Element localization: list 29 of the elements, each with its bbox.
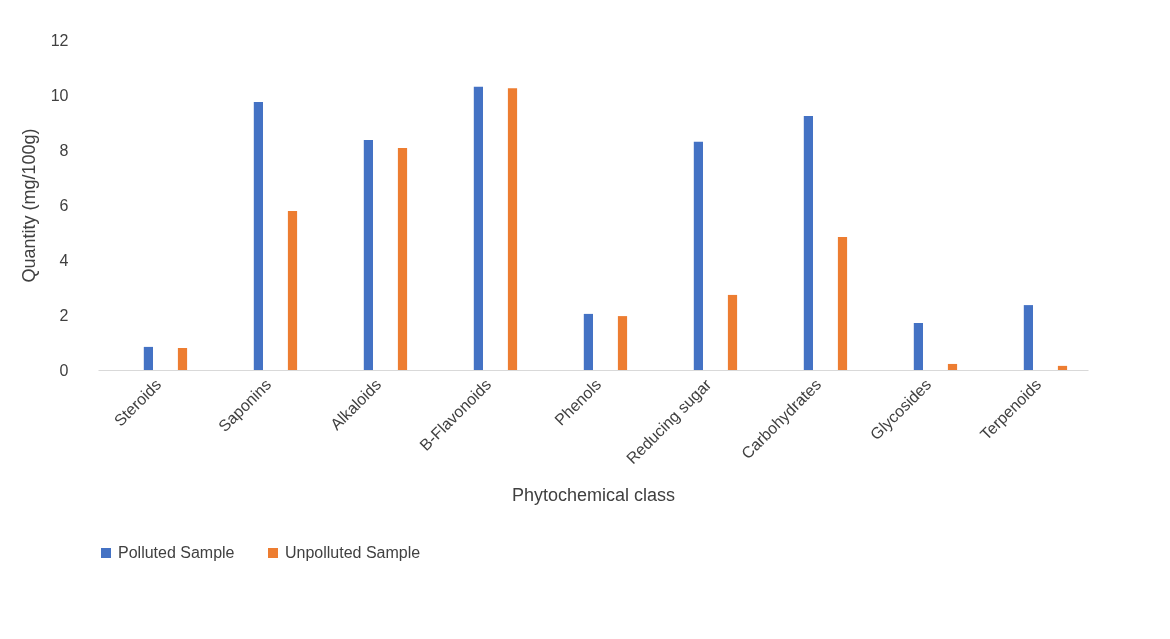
y-tick-label: 2: [59, 306, 69, 324]
bar: [693, 141, 703, 370]
bar: [397, 148, 408, 370]
x-axis-title: Phytochemical class: [511, 485, 676, 506]
bar: [1057, 365, 1068, 370]
y-tick-label: 12: [50, 31, 69, 49]
bar: [143, 346, 153, 370]
bar: [287, 211, 298, 370]
legend-label: Polluted Sample: [118, 544, 235, 561]
y-tick-label: 8: [59, 141, 69, 159]
bar: [837, 236, 848, 370]
bar: [253, 101, 263, 370]
y-tick-label: 4: [59, 251, 69, 269]
y-tick-label: 6: [59, 196, 69, 214]
bar: [1023, 305, 1033, 370]
y-tick-label: 0: [59, 361, 69, 379]
bar: [177, 348, 188, 370]
bar: [363, 140, 373, 370]
bar: [913, 322, 923, 370]
y-tick-label: 10: [50, 86, 69, 104]
legend-label: Unpolluted Sample: [285, 544, 421, 561]
bar: [473, 86, 483, 370]
bar: [617, 316, 628, 370]
bar: [583, 313, 593, 370]
bar: [727, 294, 738, 370]
bar: [507, 88, 518, 370]
bar: [947, 363, 958, 370]
bar: [803, 115, 813, 370]
y-axis-title: Quantity (mg/100g): [18, 128, 39, 283]
